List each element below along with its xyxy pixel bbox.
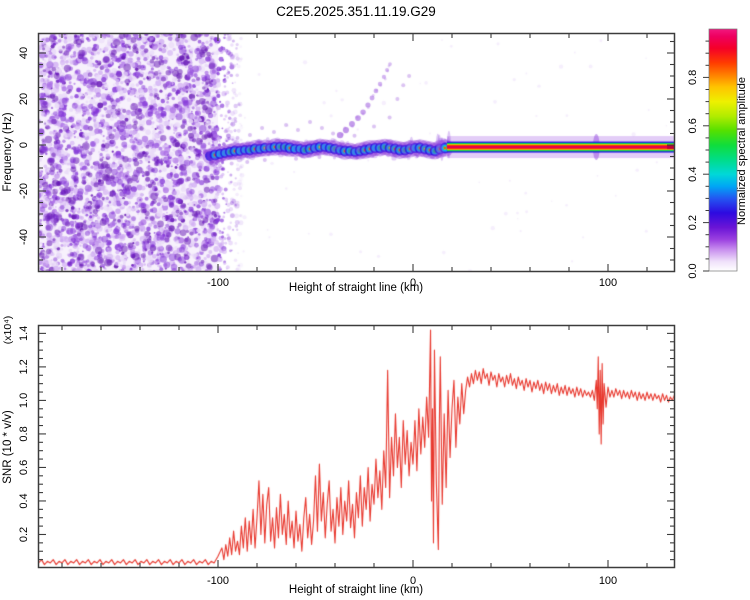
colorbar: 0.0 0.2 0.4 0.6 0.8 (687, 28, 738, 279)
tick-label: 0.2 (18, 527, 30, 542)
tick-label: 0.4 (18, 493, 30, 508)
tick-label: 0.6 (18, 460, 30, 475)
colorbar-tick-label: 0.2 (687, 215, 699, 230)
tick-label: 0 (18, 142, 30, 148)
snr-canvas (38, 325, 675, 568)
colorbar-tick-label: 0.8 (687, 70, 699, 85)
colorbar-tick-label: 0.4 (687, 167, 699, 182)
tick-label: 1.0 (18, 393, 30, 408)
tick-label: 1.4 (18, 326, 30, 341)
tick-label: -100 (207, 277, 229, 289)
tick-label: -40 (18, 229, 30, 245)
tick-label: 0.8 (18, 426, 30, 441)
spectrogram-xaxis-label: Height of straight line (km) (289, 282, 423, 294)
tick-label: -20 (18, 183, 30, 199)
tick-label: 40 (18, 47, 30, 59)
colorbar-gradient (708, 28, 738, 272)
tick-label: 100 (599, 575, 617, 587)
tick-label: 100 (599, 277, 617, 289)
tick-label: 0 (410, 575, 416, 587)
colorbar-tick-label: 0.6 (687, 118, 699, 133)
colorbar-tick-label: 0.0 (687, 263, 699, 278)
spectrogram-canvas (38, 33, 675, 272)
tick-label: -100 (207, 575, 229, 587)
snr-axis-label: SNR (10 * v/v) (2, 410, 14, 484)
tick-label: 20 (18, 93, 30, 105)
snr-scale-label: (x10⁴) (2, 316, 14, 344)
frequency-axis-label: Frequency (Hz) (2, 112, 14, 191)
tick-label: 0 (410, 277, 416, 289)
colorbar-label: Normalized spectral amplitude (736, 77, 748, 225)
snr-xaxis-label: Height of straight line (km) (289, 584, 423, 596)
tick-label: 1.2 (18, 359, 30, 374)
figure-title: C2E5.2025.351.11.19.G29 (276, 4, 436, 19)
